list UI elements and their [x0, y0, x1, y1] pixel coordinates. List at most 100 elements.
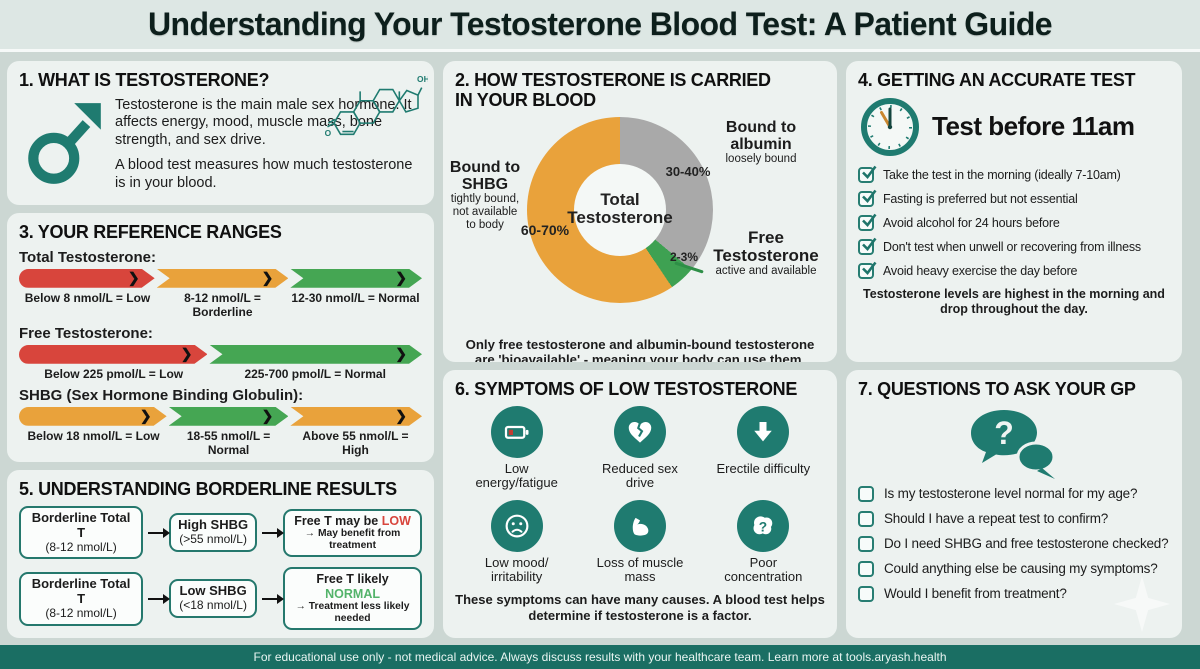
chevron-icon: ❯	[180, 345, 193, 362]
flow-result-sub: → May benefit from treatment	[304, 527, 401, 551]
symptom-label: Loss of muscle mass	[596, 554, 684, 585]
symptom-label: Low energy/fatigue	[475, 460, 558, 491]
sad-face-icon	[490, 499, 543, 552]
symptom-grid: Low energy/fatigue Reduced sex drive	[455, 405, 825, 585]
range-segment-low: ❯	[19, 269, 155, 288]
range-caption: 12-30 nmol/L = Normal	[291, 290, 420, 305]
footer-disclaimer: For educational use only - not medical a…	[253, 650, 947, 664]
checked-checkbox-icon	[858, 213, 877, 231]
empty-checkbox-icon	[858, 485, 874, 502]
range-caption: 8-12 nmol/L = Borderline	[184, 290, 261, 319]
checklist-item: Don't test when unwell or recovering fro…	[858, 237, 1170, 255]
column-middle: 2. HOW TESTOSTERONE IS CARRIED IN YOUR B…	[443, 61, 837, 640]
status-low: LOW	[381, 513, 411, 528]
question-glyph: ?	[759, 519, 767, 534]
checklist-item: Avoid heavy exercise the day before	[858, 261, 1170, 279]
empty-checkbox-icon	[858, 535, 874, 552]
clock-icon	[861, 97, 919, 156]
status-normal: NORMAL	[325, 586, 380, 601]
range-label-total-t: Total Testosterone:	[19, 248, 156, 266]
range-caption: Below 18 nmol/L = Low	[27, 428, 160, 443]
testosterone-molecule-icon: OH O	[325, 74, 428, 138]
panel6-caption: These symptoms can have many causes. A b…	[455, 591, 825, 623]
flow-box: Low SHBG (<18 nmol/L)	[169, 579, 258, 619]
flow-box-result: Free T likely NORMAL → Treatment less li…	[283, 567, 422, 630]
range-caption: Below 8 nmol/L = Low	[24, 290, 151, 305]
question-item: Would I benefit from treatment?	[858, 585, 1170, 602]
question-glyph: ?	[994, 415, 1014, 451]
range-segment-borderline: ❯	[157, 269, 289, 288]
column-right: 4. GETTING AN ACCURATE TEST Test before …	[846, 61, 1182, 640]
checklist-label: Fasting is preferred but not essential	[883, 191, 1078, 206]
panel6-heading: 6. SYMPTOMS OF LOW TESTOSTERONE	[455, 379, 798, 399]
symptom-label: Erectile difficulty	[716, 460, 811, 476]
range-segment-low: ❯	[19, 345, 207, 364]
symptom-item: ? Poor concentration	[702, 499, 825, 585]
question-item: Should I have a repeat test to confirm?	[858, 510, 1170, 527]
flow-arrow-icon	[262, 593, 285, 604]
range-caption: 225-700 pmol/L = Normal	[244, 366, 386, 381]
range-label-shbg: SHBG (Sex Hormone Binding Globulin):	[19, 386, 304, 404]
empty-checkbox-icon	[858, 585, 874, 602]
chevron-icon: ❯	[261, 407, 274, 424]
checklist-item: Avoid alcohol for 24 hours before	[858, 213, 1170, 231]
donut-label-free: Free Testosterone active and available	[701, 227, 831, 279]
flow-row-low-shbg: Borderline Total T (8-12 nmol/L) Low SHB…	[19, 567, 422, 630]
range-label-free-t: Free Testosterone:	[19, 324, 153, 342]
range-bar-total-t: ❯ ❯ ❯	[19, 269, 422, 288]
empty-checkbox-icon	[858, 560, 874, 577]
flow-arrow-icon	[148, 593, 171, 604]
donut-pct-shbg: 60-70%	[520, 221, 570, 238]
panel2-caption: Only free testosterone and albumin-bound…	[465, 336, 815, 362]
test-before-label: Test before 11am	[932, 111, 1135, 142]
flow-arrow-icon	[148, 527, 171, 538]
panel4-heading: 4. GETTING AN ACCURATE TEST	[858, 70, 1136, 90]
donut-label-free-title: Free Testosterone	[713, 227, 819, 265]
range-segment-normal: ❯	[169, 407, 289, 426]
checked-checkbox-icon	[858, 189, 877, 207]
chevron-icon: ❯	[395, 345, 407, 362]
checked-checkbox-icon	[858, 261, 877, 279]
question-item: Do I need SHBG and free testosterone che…	[858, 535, 1170, 552]
flow-box-sub: (<18 nmol/L)	[179, 598, 247, 613]
broken-heart-icon	[613, 405, 666, 458]
symptom-item: Reduced sex drive	[578, 405, 701, 491]
flow-row-high-shbg: Borderline Total T (8-12 nmol/L) High SH…	[19, 505, 422, 560]
range-caption: Above 55 nmol/L = High	[302, 428, 409, 457]
panel-what-is-testosterone: 1. WHAT IS TESTOSTERONE? Testosterone is…	[7, 61, 434, 205]
donut-label-albumin-sub: loosely bound	[725, 153, 797, 166]
panel-accurate-test: 4. GETTING AN ACCURATE TEST Test before …	[846, 61, 1182, 362]
question-label: Would I benefit from treatment?	[884, 586, 1067, 602]
chevron-icon: ❯	[261, 269, 274, 286]
symptom-item: Loss of muscle mass	[578, 499, 701, 585]
chevron-icon: ❯	[395, 269, 407, 286]
symptom-label: Poor concentration	[724, 554, 803, 585]
donut-center-label: Total Testosterone	[567, 189, 673, 227]
donut-label-albumin-title: Bound to albumin	[725, 118, 797, 153]
question-label: Could anything else be causing my sympto…	[884, 561, 1158, 577]
checked-checkbox-icon	[858, 237, 877, 255]
checklist-label: Don't test when unwell or recovering fro…	[883, 239, 1141, 254]
checked-checkbox-icon	[858, 165, 877, 183]
checklist-label: Avoid alcohol for 24 hours before	[883, 215, 1060, 230]
panel2-heading: 2. HOW TESTOSTERONE IS CARRIED IN YOUR B…	[455, 70, 771, 110]
chat-question-icon: ?	[971, 409, 1056, 479]
question-label: Is my testosterone level normal for my a…	[884, 486, 1138, 502]
panel-reference-ranges: 3. YOUR REFERENCE RANGES Total Testoster…	[7, 213, 434, 462]
donut-label-shbg-sub: tightly bound, not available to body	[450, 193, 520, 231]
flow-box-title: High SHBG	[178, 517, 249, 533]
donut-label-shbg: Bound to SHBG tightly bound, not availab…	[448, 159, 522, 232]
donut-label-free-sub: active and available	[715, 265, 817, 278]
range-segment-normal: ❯	[290, 269, 422, 288]
checklist-item: Take the test in the morning (ideally 7-…	[858, 165, 1170, 183]
panel-how-carried: 2. HOW TESTOSTERONE IS CARRIED IN YOUR B…	[443, 61, 837, 362]
test-before-row: Test before 11am	[860, 97, 1170, 157]
empty-checkbox-icon	[858, 510, 874, 527]
down-arrow-icon	[737, 405, 790, 458]
panel3-heading: 3. YOUR REFERENCE RANGES	[19, 222, 282, 242]
range-captions-shbg: Below 18 nmol/L = Low 18-55 nmol/L = Nor…	[19, 429, 422, 457]
flow-result-title: Free T likely NORMAL	[316, 572, 389, 601]
checklist-label: Take the test in the morning (ideally 7-…	[883, 167, 1121, 182]
checklist-item: Fasting is preferred but not essential	[858, 189, 1170, 207]
title-bar: Understanding Your Testosterone Blood Te…	[0, 0, 1200, 52]
